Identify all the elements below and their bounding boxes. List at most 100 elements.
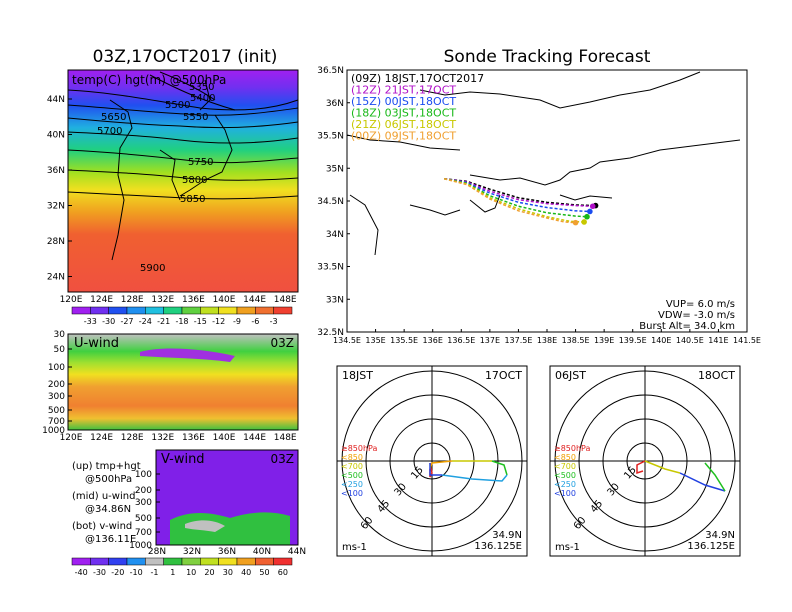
colorbar-label: -40 (75, 568, 88, 577)
param-vup: VUP= 6.0 m/s (666, 299, 735, 310)
vwind-panel: V-wind 03Z 100 200 300 500 700 1000 28N 32N 36N… (71, 449, 306, 577)
hodograph-pressure-label: <100 (341, 489, 363, 498)
track-endpoint (589, 203, 596, 210)
colorbar-label: -9 (233, 317, 241, 326)
vwind-p-label: 700 (135, 528, 152, 538)
hodograph-lat: 34.9N (705, 530, 735, 541)
track-lat-label: 32.5N (317, 328, 344, 338)
colorbar-cell (108, 306, 128, 315)
map-colorbar: -33 -30 -27 -24 -21 -18 -15 -12 -9 -6 -3 (71, 306, 293, 326)
track-lon-label: 139.5E (619, 336, 647, 345)
uwind-lon-axis: 120E 124E 128E 132E 136E 140E 144E 148E (60, 433, 297, 443)
track-lat-label: 34N (326, 230, 344, 240)
track-endpoint (587, 208, 593, 215)
track-lon-label: 137E (480, 336, 500, 345)
track-lines (443, 177, 599, 226)
uwind-frame (67, 333, 299, 431)
temperature-field (68, 70, 298, 292)
track-series-line (444, 177, 593, 207)
vwind-lat-label: 32N (183, 547, 201, 557)
track-lon-axis: 134.5E 135E 135.5E 136E 136.5E 137E 137.5E 138E… (333, 336, 761, 345)
param-vdw: VDW= -3.0 m/s (658, 310, 735, 321)
contour-label: 5800 (182, 175, 207, 186)
legend-line: @500hPa (85, 474, 132, 485)
legend-line: (bot) v-wind (72, 521, 132, 532)
height-contours (67, 71, 299, 200)
vwind-lat-label: 40N (253, 547, 271, 557)
hodograph-pressure-label: <250 (554, 480, 576, 489)
colorbar-label: 10 (186, 568, 196, 577)
track-lat-label: 33.5N (317, 263, 344, 273)
hodograph-pressure-label: <500 (554, 471, 576, 480)
track-lat-label: 36.5N (317, 66, 344, 76)
uwind-minimum (140, 348, 235, 362)
hodograph-unit: ms-1 (342, 542, 367, 553)
colorbar-cell (236, 557, 256, 566)
colorbar-label: 50 (259, 568, 269, 577)
hodograph-left: 18JST 17OCT15304560≥850hPa<850<700<500<25… (336, 365, 528, 557)
track-coastline (346, 71, 741, 256)
track-lon-label: 134.5E (333, 336, 361, 345)
uwind-lon-label: 148E (274, 433, 297, 443)
vwind-colorbar: -40 -30 -20 -10 -1 1 10 20 30 40 50 60 (71, 557, 293, 577)
map-lon-label: 128E (121, 295, 144, 305)
hodograph-date: 18OCT (698, 369, 735, 382)
right-title: Sonde Tracking Forecast (444, 47, 651, 67)
uwind-label: U-wind (74, 336, 119, 351)
uwind-p-label: 200 (48, 380, 65, 390)
contour-label: 5750 (188, 157, 213, 168)
colorbar-label: 40 (241, 568, 251, 577)
colorbar-label: -33 (84, 317, 97, 326)
track-lon-label: 141E (708, 336, 728, 345)
uwind-lon-label: 128E (121, 433, 144, 443)
map-lat-label: 44N (47, 95, 65, 105)
map-lat-label: 36N (47, 166, 65, 176)
contour-label: 5700 (97, 126, 122, 137)
map-lat-label: 24N (47, 273, 65, 283)
track-lat-label: 33N (326, 295, 344, 305)
colorbar-label: -1 (151, 568, 159, 577)
hodograph-trace (704, 462, 726, 492)
colorbar-label: 30 (223, 568, 233, 577)
track-series-line (444, 177, 596, 207)
track-legend-entry: (09Z) 18JST,17OCT2017 (351, 72, 484, 85)
track-grid (346, 69, 748, 333)
hodograph-pressure-label: <500 (341, 471, 363, 480)
track-lon-label: 139E (594, 336, 614, 345)
contour-label: 5900 (140, 263, 165, 274)
uwind-time: 03Z (271, 336, 295, 350)
colorbar-label: -6 (251, 317, 259, 326)
hodograph-pressure-label: <700 (341, 462, 363, 471)
track-lon-label: 141.5E (733, 336, 761, 345)
colorbar-cell (145, 557, 164, 566)
map-frame (67, 69, 299, 293)
hodograph-pressure-label: <700 (554, 462, 576, 471)
track-legend-entry: (00Z) 09JST,18OCT (351, 130, 456, 143)
vwind-p-label: 500 (135, 514, 152, 524)
colorbar-cell (108, 557, 128, 566)
panel-legend: (up) tmp+hgt @500hPa (mid) u-wind @34.86… (72, 461, 141, 545)
contour-label: 5500 (165, 100, 190, 111)
colorbar-cell (236, 306, 256, 315)
track-lon-label: 136E (423, 336, 443, 345)
colorbar-cell (218, 306, 238, 315)
track-endpoint (581, 219, 587, 225)
track-legend-entry: (12Z) 21JST,17OCT (351, 84, 456, 97)
vwind-p-label: 300 (135, 498, 152, 508)
uwind-p-label: 50 (54, 345, 66, 355)
vwind-p-label: 200 (135, 486, 152, 496)
track-series-line (443, 177, 588, 218)
track-lat-label: 36N (326, 99, 344, 109)
contour-label: 5650 (101, 112, 126, 123)
uwind-p-label: 300 (48, 392, 65, 402)
colorbar-label: -30 (93, 568, 106, 577)
uwind-lon-label: 124E (90, 433, 113, 443)
track-series-line (443, 177, 585, 223)
hodograph-trace (636, 460, 646, 475)
colorbar-cell (273, 557, 293, 566)
vwind-lat-label: 28N (148, 547, 166, 557)
hodograph-time: 18JST (342, 369, 373, 382)
hodograph-lon: 136.125E (474, 541, 522, 552)
